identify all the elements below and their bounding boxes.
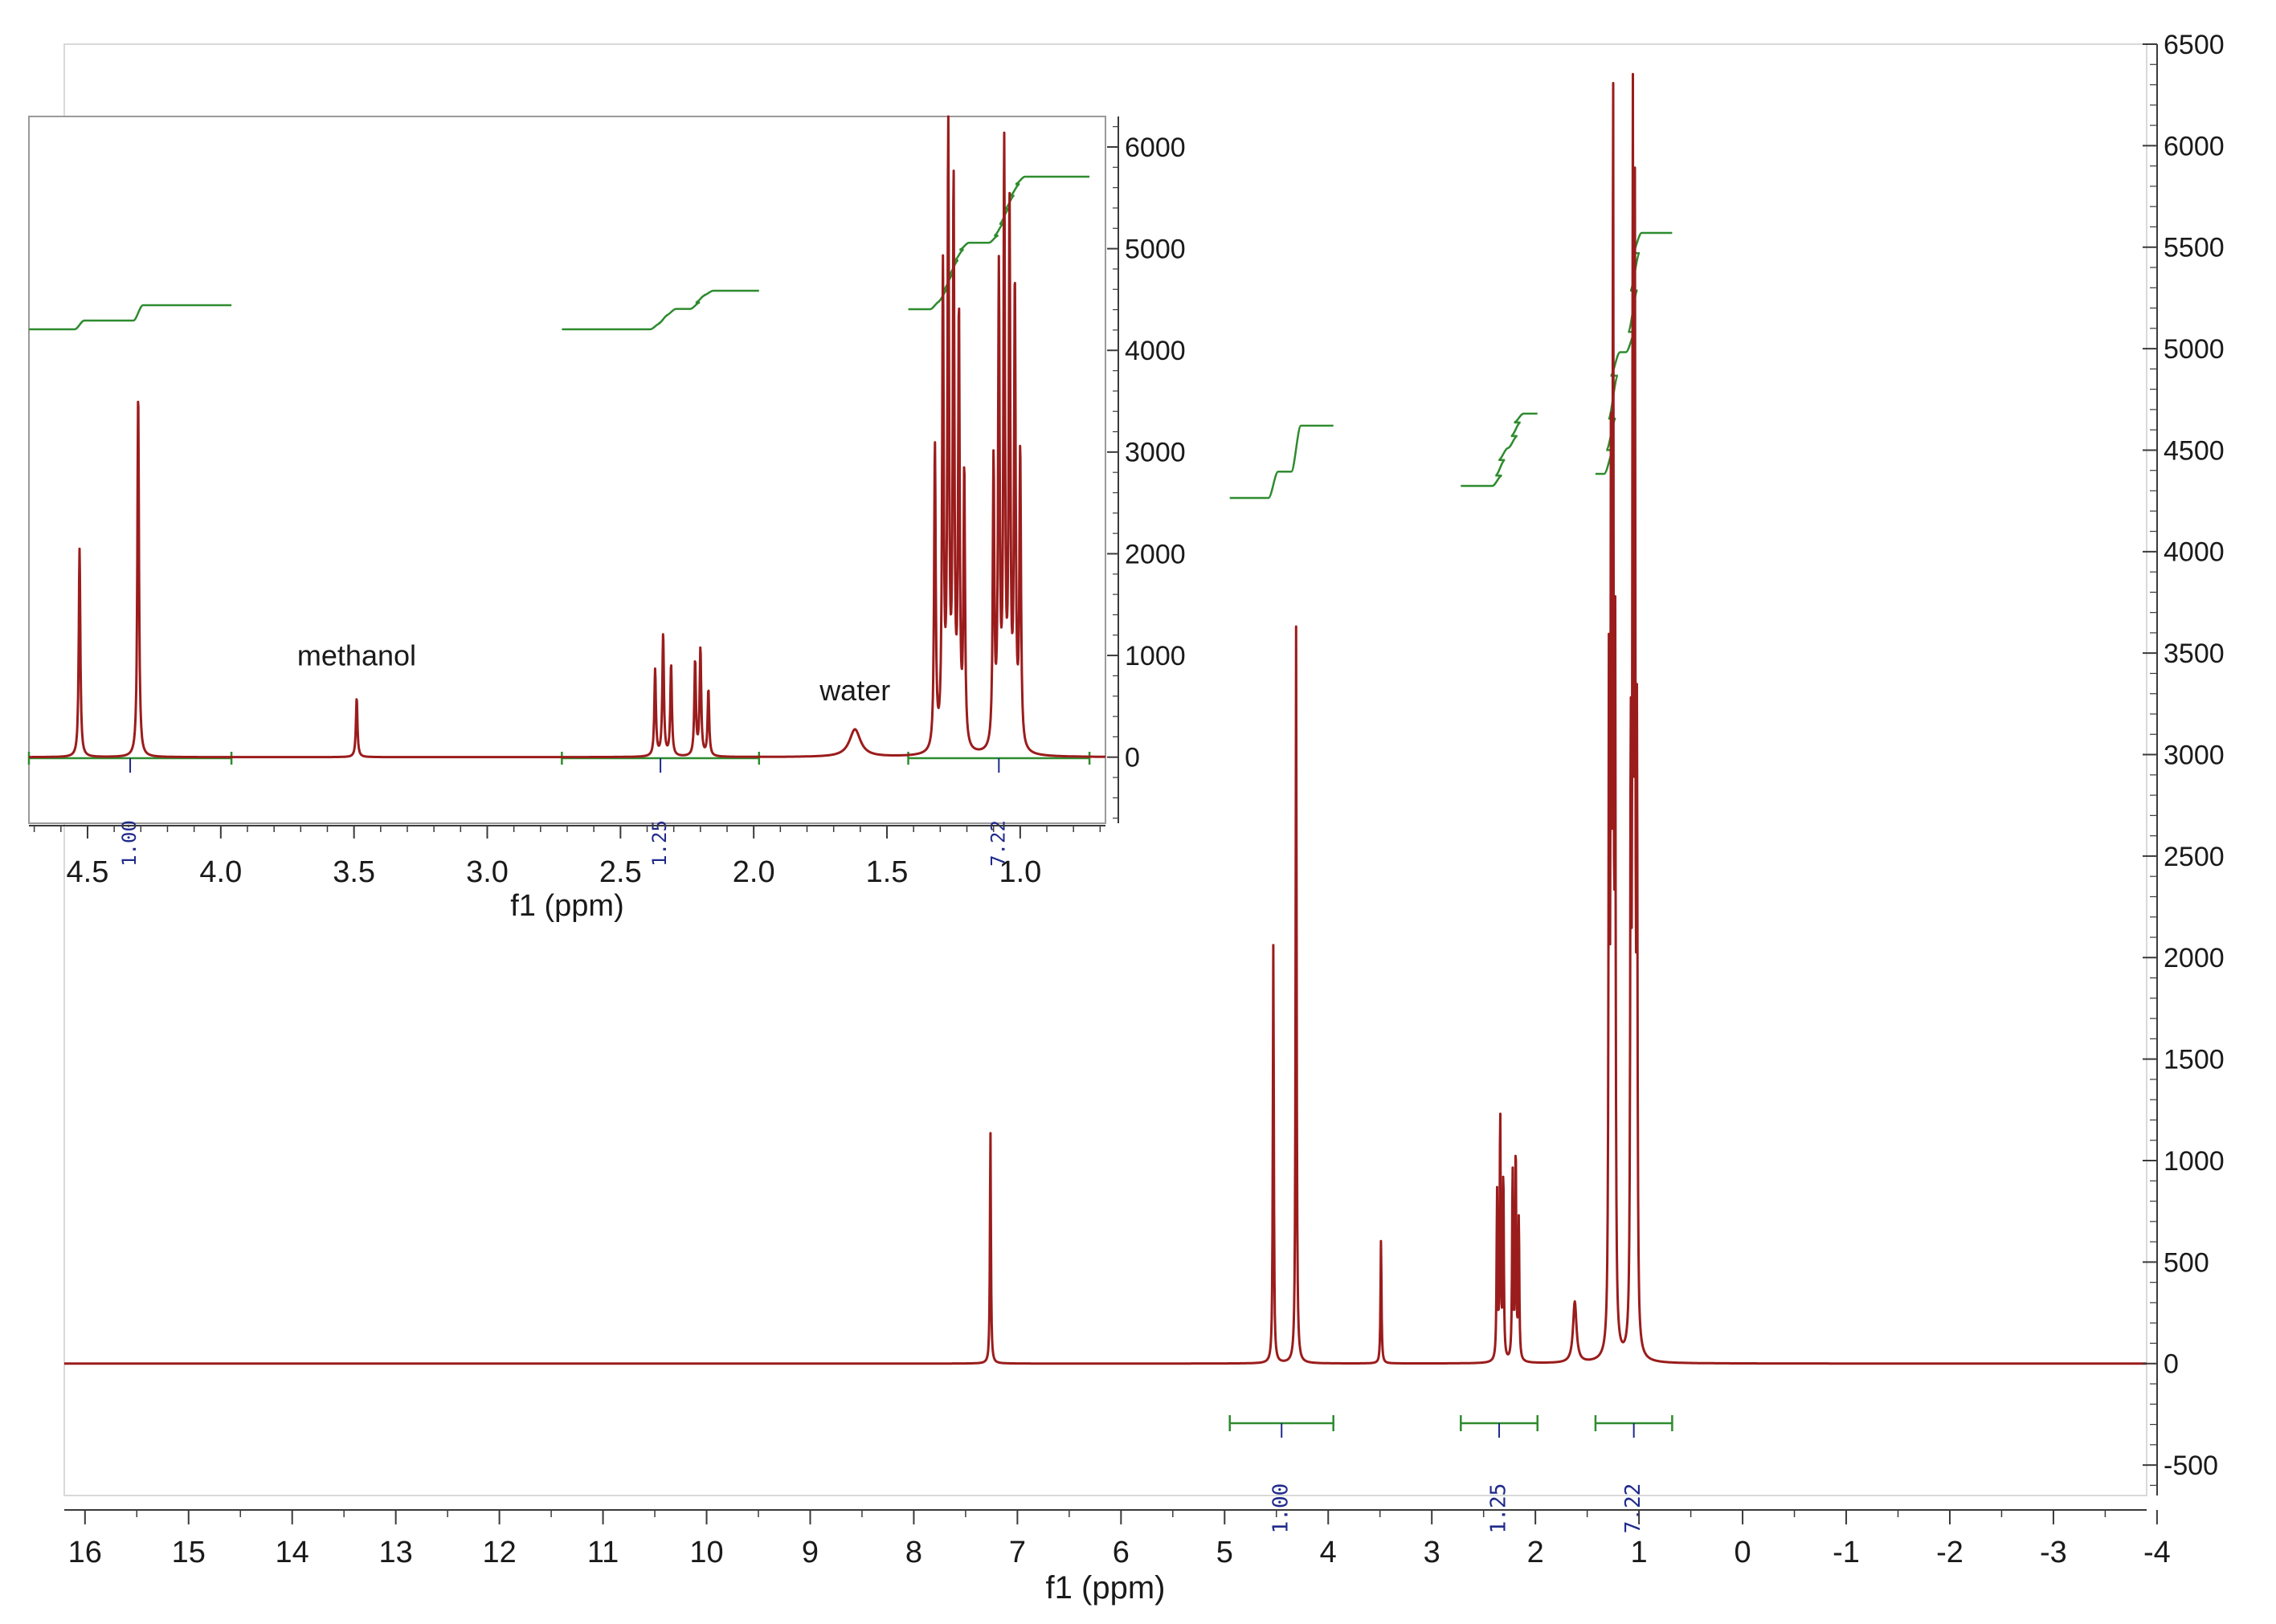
x-tick-label: 4.0 bbox=[199, 855, 242, 889]
y-tick-label: 3500 bbox=[2164, 639, 2225, 669]
inset-frame bbox=[28, 116, 1106, 824]
x-tick-label: 4 bbox=[1320, 1536, 1337, 1569]
y-tick-label: 6000 bbox=[1125, 133, 1186, 163]
x-tick-label: 15 bbox=[172, 1536, 206, 1569]
y-tick-label: 2500 bbox=[2164, 842, 2225, 872]
inset-zoom-plot: 1.00 1.25 7.22 4.5 4.0 3.5 3.0 2.5 2.0 1.5 1.0 f1 (… bbox=[27, 115, 1186, 923]
x-tick-label: 1.0 bbox=[999, 855, 1041, 889]
integral-bar bbox=[1228, 1415, 1334, 1438]
x-tick-label: 1 bbox=[1631, 1536, 1648, 1569]
x-tick-label: 2 bbox=[1527, 1536, 1544, 1569]
x-tick-label: 13 bbox=[379, 1536, 413, 1569]
x-tick-label: -3 bbox=[2040, 1536, 2067, 1569]
x-tick-label: 9 bbox=[802, 1536, 819, 1569]
x-tick-label: 11 bbox=[587, 1536, 619, 1569]
x-tick-label: 3 bbox=[1424, 1536, 1440, 1569]
integral-value: 1.00 bbox=[118, 820, 141, 867]
x-tick-label: 0 bbox=[1735, 1536, 1751, 1569]
y-tick-label: 2000 bbox=[1125, 539, 1186, 569]
spectrum-trace bbox=[27, 115, 1107, 759]
y-tick-label: 5000 bbox=[1125, 235, 1186, 265]
integral-value: 1.25 bbox=[1487, 1483, 1511, 1534]
integral-value: 1.00 bbox=[1269, 1483, 1293, 1534]
x-axis-title: f1 (ppm) bbox=[1046, 1570, 1166, 1606]
y-tick-label: 3000 bbox=[1125, 438, 1186, 468]
y-tick-label: 4500 bbox=[2164, 435, 2225, 466]
x-tick-label: 2.5 bbox=[599, 855, 642, 889]
y-tick-label: 6500 bbox=[2164, 30, 2225, 60]
y-tick-label: 5500 bbox=[2164, 233, 2225, 263]
x-tick-label: 3.5 bbox=[333, 855, 375, 889]
integral-bar bbox=[1460, 1415, 1538, 1438]
x-tick-label: 16 bbox=[68, 1536, 102, 1569]
y-tick-label: 1500 bbox=[2164, 1045, 2225, 1075]
x-tick-label: 1.5 bbox=[866, 855, 909, 889]
y-tick-label: 1000 bbox=[1125, 641, 1186, 671]
integral-value: 7.22 bbox=[1621, 1483, 1645, 1534]
integral-curve bbox=[29, 304, 232, 331]
x-tick-label: -4 bbox=[2143, 1536, 2171, 1569]
y-tick-label: 0 bbox=[2164, 1349, 2179, 1380]
x-tick-label: -2 bbox=[1936, 1536, 1963, 1569]
peak-annotation: water bbox=[819, 674, 890, 707]
x-tick-label: 12 bbox=[482, 1536, 516, 1569]
y-tick-label: 5000 bbox=[2164, 334, 2225, 365]
integral-curve bbox=[1461, 412, 1538, 488]
x-tick-label: -1 bbox=[1833, 1536, 1860, 1569]
y-tick-label: 500 bbox=[2164, 1247, 2209, 1278]
x-axis-title: f1 (ppm) bbox=[510, 889, 623, 923]
integral-value: 7.22 bbox=[987, 820, 1009, 867]
y-tick-label: 3000 bbox=[2164, 740, 2225, 770]
x-tick-label: 4.5 bbox=[67, 855, 109, 889]
integral-curve bbox=[562, 289, 759, 331]
y-tick-label: 0 bbox=[1125, 743, 1140, 773]
x-tick-label: 3.0 bbox=[466, 855, 509, 889]
x-tick-label: 2.0 bbox=[733, 855, 775, 889]
x-tick-label: 5 bbox=[1216, 1536, 1233, 1569]
integral-curve bbox=[1596, 231, 1673, 475]
y-tick-label: 2000 bbox=[2164, 943, 2225, 973]
x-tick-label: 14 bbox=[276, 1536, 309, 1569]
x-tick-label: 7 bbox=[1009, 1536, 1026, 1569]
peak-annotation: methanol bbox=[297, 639, 416, 672]
integral-value: 1.25 bbox=[648, 820, 671, 867]
y-tick-label: 6000 bbox=[2164, 131, 2225, 161]
x-tick-label: 10 bbox=[689, 1536, 723, 1569]
y-tick-label: 4000 bbox=[1125, 336, 1186, 366]
y-tick-label: 1000 bbox=[2164, 1146, 2225, 1177]
y-tick-label: -500 bbox=[2164, 1451, 2218, 1481]
spectrum-trace bbox=[63, 72, 2147, 1365]
integral-curve bbox=[1229, 424, 1334, 500]
x-tick-label: 8 bbox=[905, 1536, 922, 1569]
x-tick-label: 6 bbox=[1113, 1536, 1130, 1569]
y-tick-label: 4000 bbox=[2164, 537, 2225, 568]
integral-bar bbox=[1594, 1415, 1673, 1438]
